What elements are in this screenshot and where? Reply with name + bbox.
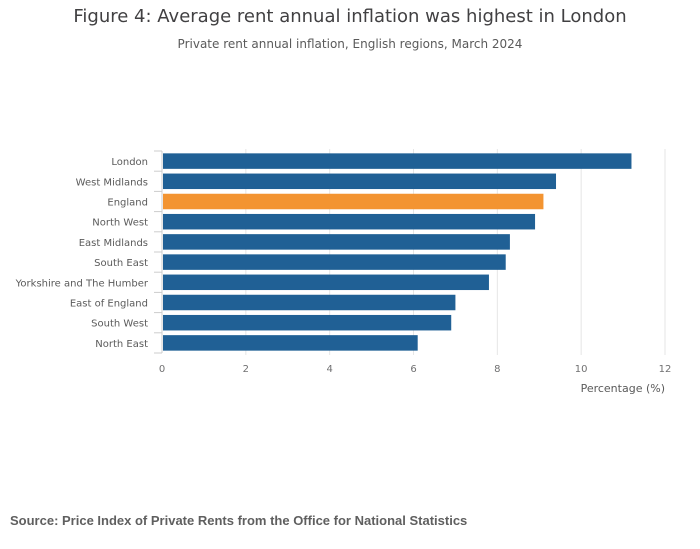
bar [163,274,489,291]
bar [163,335,418,351]
bars [163,153,632,351]
category-label: North West [92,218,148,229]
chart-title: Figure 4: Average rent annual inflation … [73,6,627,27]
x-tick-label: 12 [659,364,672,375]
bar [163,294,456,311]
x-tick-label: 2 [243,364,249,375]
category-label: East Midlands [79,238,148,249]
category-label: South East [94,258,148,269]
x-tick-label: 6 [410,364,416,375]
bar-chart: London West Midlands England North West East… [15,149,672,395]
category-label: West Midlands [76,177,148,188]
category-label: England [107,198,148,209]
bar [163,213,536,230]
x-axis-title: Percentage (%) [581,382,665,395]
bar [163,193,544,210]
category-label: East of England [70,299,148,310]
source-note: Source: Price Index of Private Rents fro… [10,513,468,528]
category-labels: London West Midlands England North West East… [15,150,162,354]
category-label: Yorkshire and The Humber [15,278,149,289]
bar [163,173,557,190]
category-label: South West [91,319,148,330]
x-tick-labels: 0 2 4 6 8 10 12 [159,364,672,375]
bar [163,234,510,250]
bar [163,254,506,270]
chart-subtitle: Private rent annual inflation, English r… [177,37,523,51]
bar [163,314,452,331]
x-tick-label: 0 [159,364,165,375]
x-tick-label: 4 [326,364,332,375]
x-tick-label: 8 [494,364,500,375]
category-label: London [111,157,148,168]
bar [163,153,632,169]
x-tick-label: 10 [575,364,588,375]
category-label: North East [95,339,148,350]
